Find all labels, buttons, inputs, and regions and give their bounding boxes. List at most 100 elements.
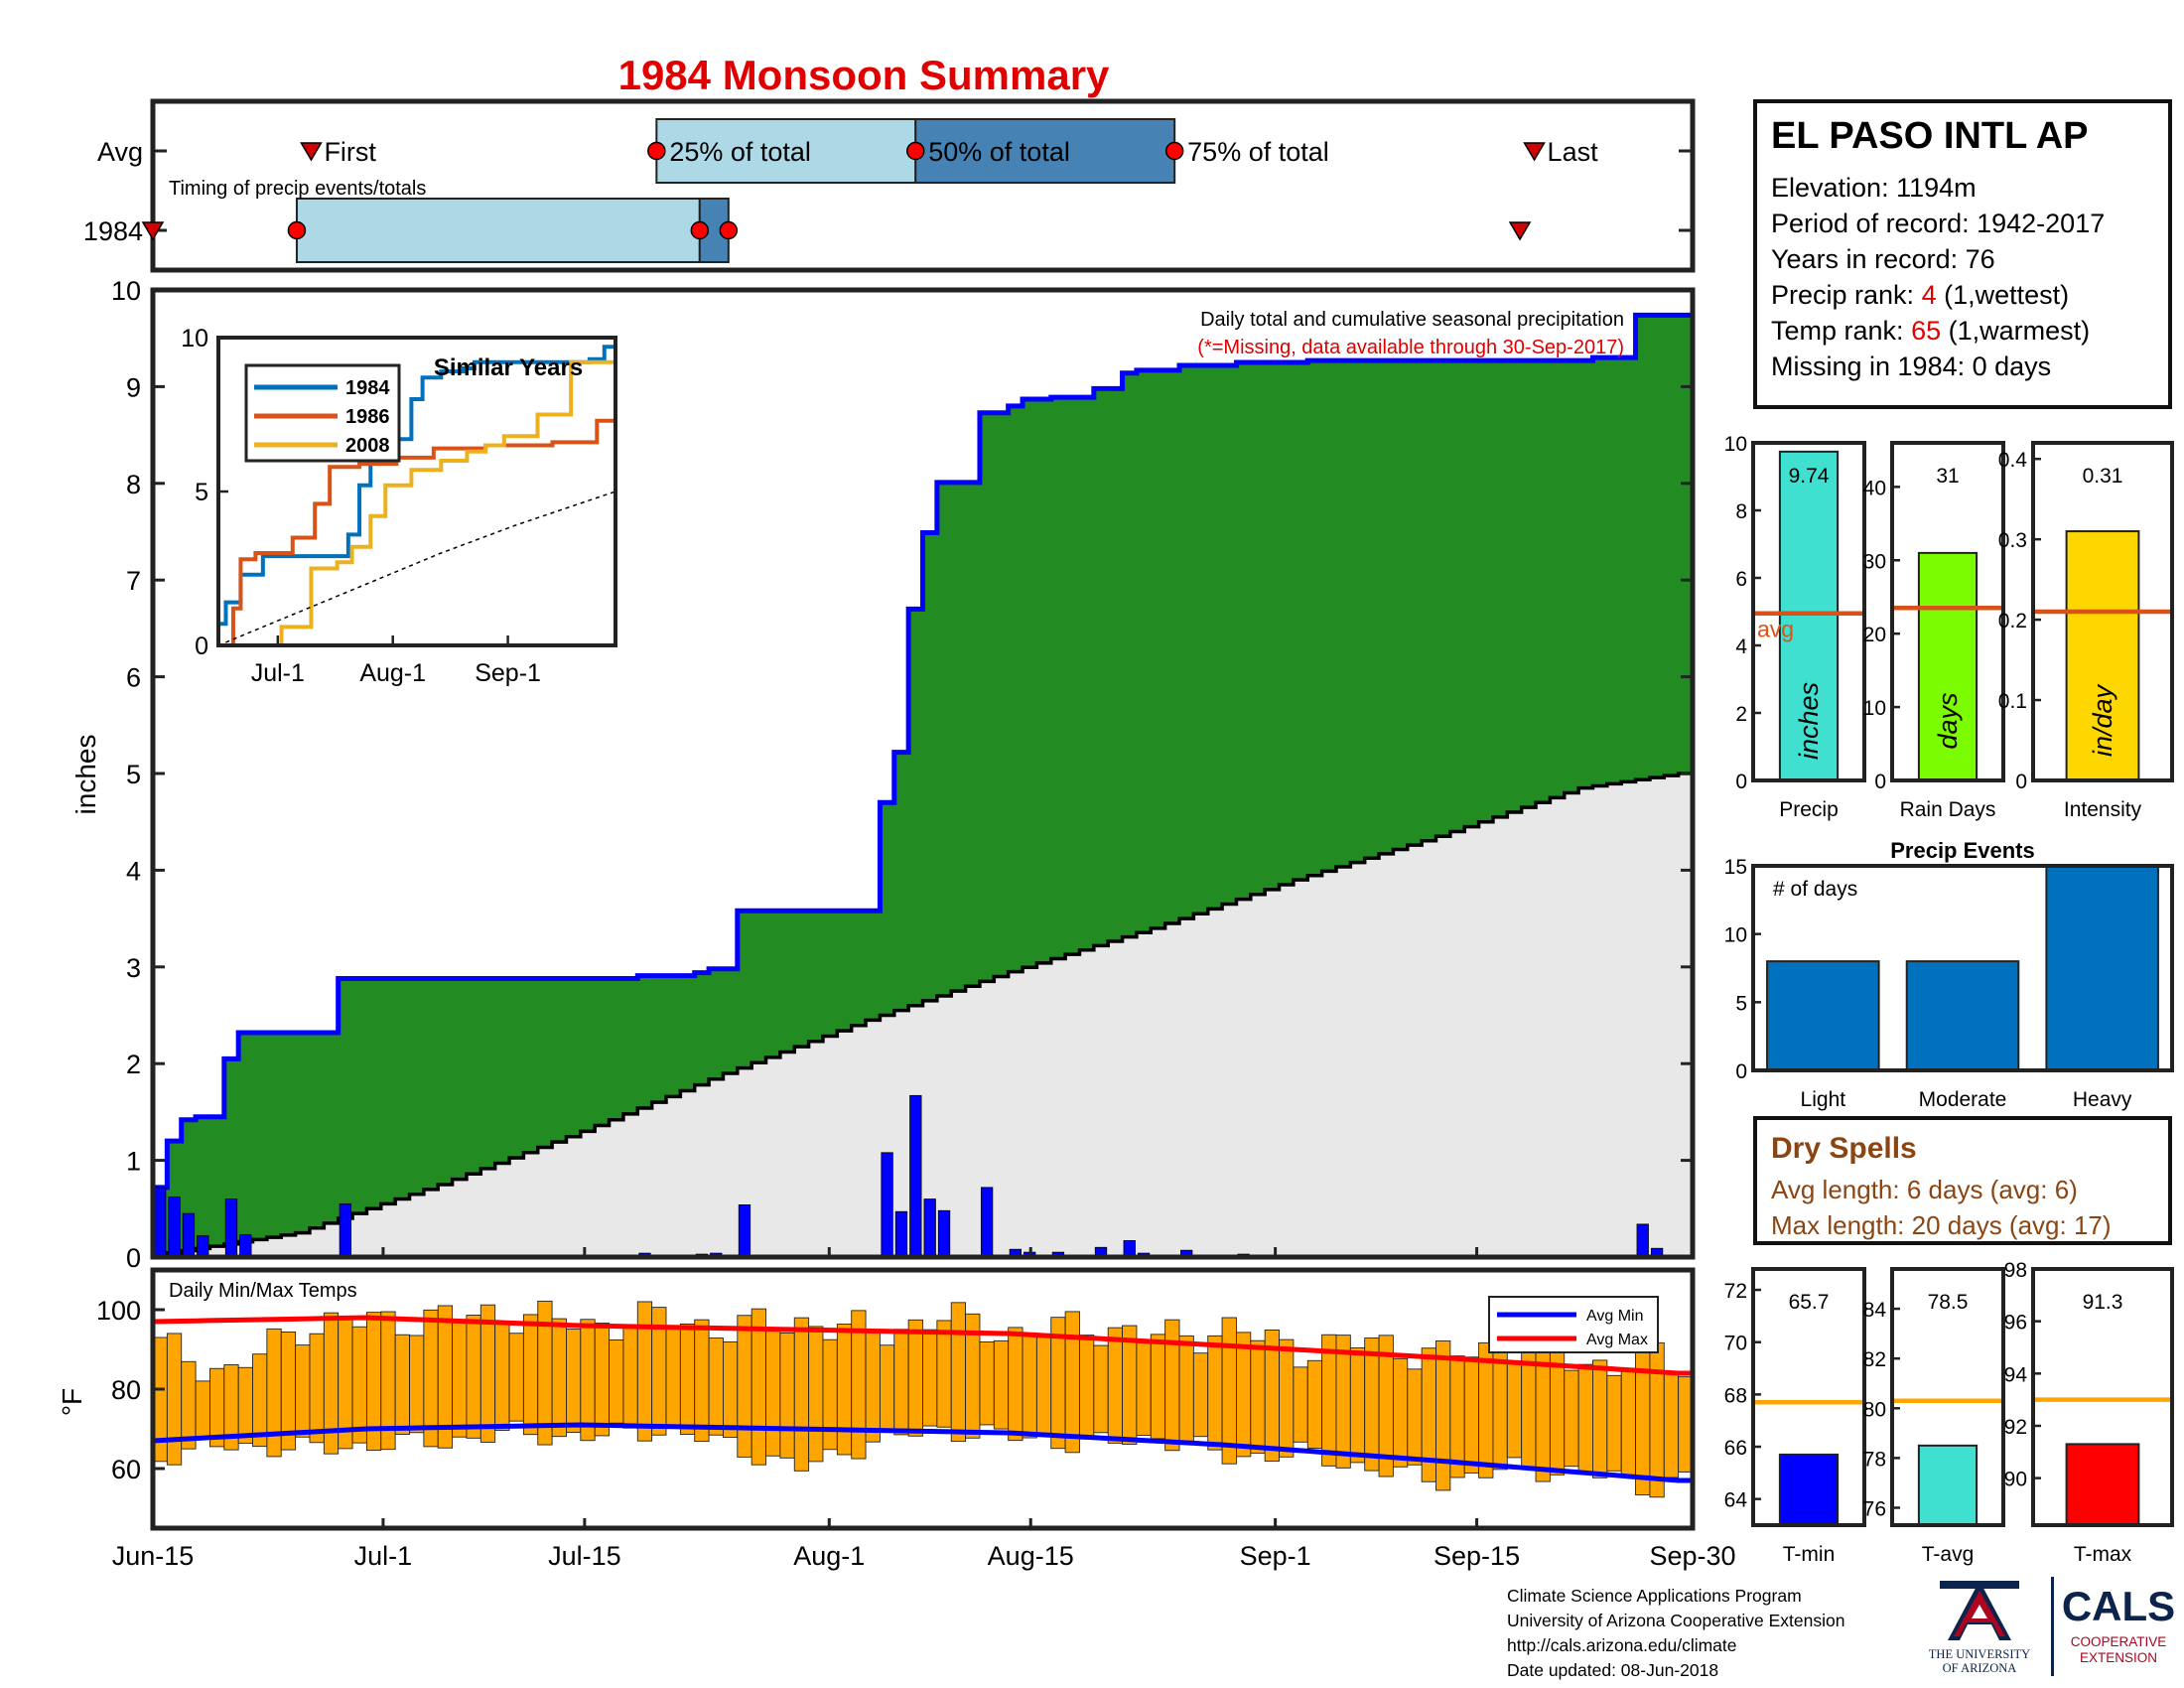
events-y-tick-label: 5	[1735, 992, 1747, 1015]
t_max-y-tick-label: 92	[2004, 1416, 2027, 1439]
legend-avg-min-label: Avg Min	[1586, 1308, 1644, 1325]
rain_days-value-label: 31	[1936, 465, 1959, 488]
daily-temp-bar	[1449, 1355, 1465, 1478]
daily-precip-bar	[923, 1198, 936, 1258]
events-y-tick-label: 0	[1735, 1060, 1747, 1083]
t_avg-value-label: 78.5	[1928, 1291, 1969, 1314]
daily-temp-bar	[1649, 1341, 1665, 1498]
t_avg-frame	[1890, 1267, 2005, 1527]
avg-cumulative-area	[153, 774, 1693, 1257]
rain_days-y-tick-label: 20	[1863, 624, 1886, 646]
inset-x-tick-label: Sep-1	[475, 659, 541, 687]
daily-temp-bar	[1079, 1335, 1095, 1440]
daily-precip-bar	[168, 1196, 181, 1258]
timing-1984-marker-p75	[719, 220, 739, 240]
t_max-y-tick-label: 94	[2004, 1363, 2028, 1386]
precip-frame	[1751, 441, 1866, 782]
daily-temp-bar	[979, 1340, 995, 1426]
x-tick-label: Jul-1	[354, 1541, 413, 1571]
daily-temp-bar	[1463, 1356, 1480, 1474]
daily-temp-bar	[936, 1320, 952, 1428]
t_min-value-label: 65.7	[1789, 1291, 1830, 1314]
daily-temp-bar	[1279, 1338, 1295, 1458]
daily-precip-bar	[239, 1234, 252, 1258]
event-category-label: Light	[1801, 1088, 1846, 1111]
rain_days-category-label: Rain Days	[1900, 798, 1996, 821]
daily-precip-bar	[909, 1094, 922, 1258]
t_max-category-label: T-max	[2074, 1543, 2132, 1566]
x-tick-label: Aug-1	[793, 1541, 865, 1571]
daily-temp-bar	[409, 1335, 425, 1434]
daily-temp-bar	[1022, 1332, 1037, 1439]
daily-temp-bar	[737, 1315, 752, 1458]
daily-temp-bar	[865, 1331, 881, 1443]
timing-1984-marker-p25	[287, 220, 307, 240]
daily-precip-bar	[738, 1204, 751, 1258]
rain_days-y-tick-label: 0	[1874, 771, 1886, 793]
inset-legend-label-1984: 1984	[345, 377, 390, 399]
daily-temp-bar	[879, 1344, 895, 1431]
daily-temp-bar	[195, 1380, 210, 1439]
inset-y-tick-label: 5	[195, 479, 208, 506]
daily-temp-bar	[181, 1360, 197, 1450]
daily-temp-bar	[922, 1329, 938, 1427]
daily-precip-bar	[1636, 1223, 1649, 1258]
daily-temp-bar	[907, 1319, 923, 1437]
inset-legend-label-2008: 2008	[345, 435, 390, 457]
footer-credits: Climate Science Applications Program Uni…	[1507, 1584, 1844, 1683]
timing-1984-marker-last	[1508, 221, 1532, 241]
dry-spells-avg: Avg length: 6 days (avg: 6)	[1771, 1175, 2078, 1204]
daily-temp-bar	[1635, 1341, 1651, 1495]
footer-line-updated: Date updated: 08-Jun-2018	[1507, 1660, 1719, 1680]
daily-temp-bar	[1207, 1335, 1223, 1451]
intensity-y-tick-label: 0.4	[1998, 449, 2028, 472]
y-tick-label: 4	[126, 856, 141, 886]
daily-temp-bar	[266, 1328, 282, 1458]
intensity-bar	[2065, 530, 2140, 781]
daily-temp-bar	[1564, 1369, 1579, 1468]
inset-x-tick-label: Aug-1	[359, 659, 426, 687]
daily-temp-bar	[1435, 1340, 1451, 1491]
t_min-y-tick-label: 68	[1724, 1384, 1747, 1407]
daily-temp-bar	[1349, 1346, 1366, 1464]
daily-temp-bar	[1008, 1327, 1024, 1442]
temp-legend-box	[1488, 1296, 1659, 1353]
y-tick-label: 5	[126, 760, 141, 789]
daily-temp-bar	[822, 1338, 838, 1451]
t_min-y-tick-label: 72	[1724, 1280, 1747, 1303]
svg-text:EXTENSION: EXTENSION	[2080, 1650, 2157, 1665]
temp-chart-frame	[150, 1267, 1696, 1531]
daily-temp-bar	[551, 1318, 567, 1438]
daily-temp-bar	[708, 1337, 724, 1436]
timing-label-first: First	[324, 137, 376, 167]
daily-temp-bar	[694, 1319, 710, 1443]
svg-text:OF ARIZONA: OF ARIZONA	[1943, 1661, 2017, 1675]
cumulative-precip-area	[153, 315, 1693, 1256]
daily-temp-bar	[452, 1320, 468, 1438]
intensity-y-tick-label: 0	[2015, 771, 2027, 793]
timing-panel: Avg 1984 First 25% of total 50% of total 75% …	[83, 98, 1696, 273]
timing-label-p25: 25% of total	[669, 137, 811, 167]
daily-precip-bar	[339, 1203, 352, 1258]
cumulative-precip-chart: 0 1 2 3 4 5 6 7 8 9 10 inches Daily total and cumula…	[70, 276, 1696, 1273]
y-tick-label: 7	[126, 566, 141, 596]
inset-series-1984	[218, 345, 615, 627]
daily-temp-bar	[1064, 1311, 1080, 1454]
daily-temp-bar	[779, 1332, 795, 1459]
missing-data-note: (*=Missing, data available through 30-Se…	[1197, 337, 1624, 358]
precip-unit-label: inches	[1794, 682, 1824, 760]
t_avg-y-tick-label: 80	[1863, 1398, 1886, 1421]
intensity-y-tick-label: 0.1	[1998, 690, 2027, 713]
daily-temp-bar	[808, 1326, 824, 1463]
rain_days-unit-label: days	[1933, 692, 1963, 749]
inset-legend-label-1986: 1986	[345, 406, 390, 428]
daily-temp-bar	[394, 1334, 410, 1435]
daily-temp-bar	[522, 1314, 539, 1436]
daily-precip-bar	[881, 1152, 893, 1258]
station-years: Years in record: 76	[1771, 244, 1995, 274]
daily-temp-bar	[679, 1323, 696, 1435]
y-tick-label: 2	[126, 1050, 141, 1079]
daily-temp-bar	[1535, 1334, 1551, 1482]
timing-bar-avg-light	[655, 118, 917, 184]
dry-spells-title: Dry Spells	[1771, 1132, 1917, 1165]
